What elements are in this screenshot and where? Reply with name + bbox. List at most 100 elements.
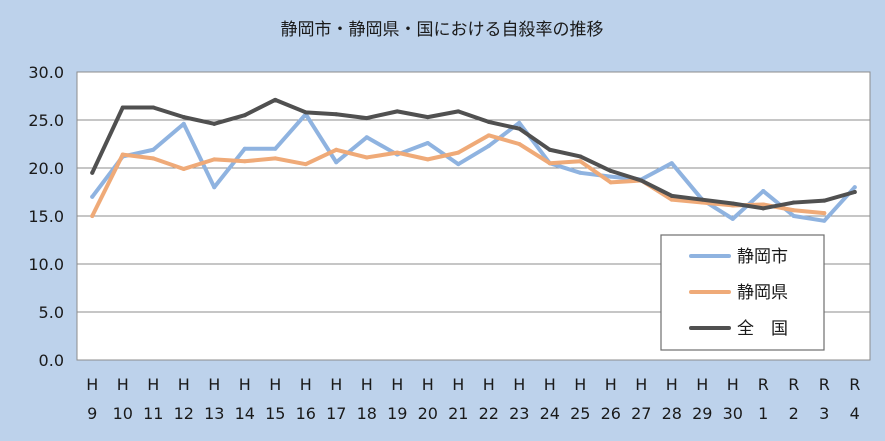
- x-tick-label-era: H: [361, 375, 373, 394]
- data-point: [151, 156, 156, 161]
- data-point: [456, 162, 461, 167]
- x-tick-label-year: 22: [479, 404, 499, 423]
- data-point: [273, 146, 278, 151]
- x-tick-label-era: H: [666, 375, 678, 394]
- data-point: [578, 170, 583, 175]
- x-tick-label-era: H: [635, 375, 647, 394]
- data-point: [364, 116, 369, 121]
- x-tick-label-era: H: [86, 375, 98, 394]
- data-point: [212, 185, 217, 190]
- y-tick-label: 5.0: [39, 303, 64, 322]
- legend-item: 静岡県: [689, 283, 788, 303]
- x-tick-label-era: H: [178, 375, 190, 394]
- x-tick-label-year: 28: [662, 404, 682, 423]
- data-point: [425, 141, 430, 146]
- x-tick-label-year: 30: [723, 404, 743, 423]
- x-tick-label-era: H: [391, 375, 403, 394]
- x-tick-label-year: 18: [357, 404, 377, 423]
- legend-label: 静岡市: [737, 247, 788, 267]
- data-point: [852, 190, 857, 194]
- data-point: [822, 218, 827, 223]
- data-point: [639, 178, 644, 183]
- y-tick-label: 0.0: [39, 351, 64, 370]
- data-point: [334, 160, 339, 165]
- x-tick-label-era: H: [452, 375, 464, 394]
- x-tick-label-year: 10: [113, 404, 133, 423]
- x-tick-label-era: H: [605, 375, 617, 394]
- x-tick-label-year: 19: [387, 404, 407, 423]
- data-point: [242, 146, 247, 151]
- x-tick-label-era: H: [300, 375, 312, 394]
- x-tick-label-era: H: [269, 375, 281, 394]
- data-point: [120, 105, 125, 110]
- data-point: [181, 115, 186, 120]
- data-point: [212, 157, 217, 162]
- data-point: [303, 110, 308, 115]
- x-tick-label-era: H: [330, 375, 342, 394]
- x-tick-label-year: 20: [418, 404, 438, 423]
- x-tick-label-year: 27: [631, 404, 651, 423]
- data-point: [90, 194, 95, 199]
- data-point: [822, 198, 827, 203]
- data-point: [517, 126, 522, 131]
- data-point: [761, 206, 766, 211]
- x-tick-label-era: H: [727, 375, 739, 394]
- data-point: [456, 150, 461, 155]
- data-point: [456, 109, 461, 114]
- data-point: [761, 189, 766, 194]
- x-tick-label-year: 26: [601, 404, 621, 423]
- x-tick-label-era: H: [696, 375, 708, 394]
- y-tick-label: 15.0: [28, 207, 64, 226]
- data-point: [334, 147, 339, 152]
- data-point: [578, 159, 583, 164]
- y-tick-label: 25.0: [28, 111, 64, 130]
- x-tick-label-year: 23: [509, 404, 529, 423]
- data-point: [486, 119, 491, 124]
- x-tick-label-year: 25: [570, 404, 590, 423]
- x-tick-label-era: H: [147, 375, 159, 394]
- legend-label: 静岡県: [737, 283, 788, 303]
- x-tick-label-year: 13: [204, 404, 224, 423]
- data-point: [547, 147, 552, 152]
- data-point: [578, 154, 583, 159]
- data-point: [730, 201, 735, 206]
- data-point: [273, 156, 278, 161]
- x-tick-label-year: 4: [850, 404, 860, 423]
- legend-item: 全 国: [689, 319, 788, 339]
- data-point: [486, 143, 491, 148]
- data-point: [303, 162, 308, 167]
- data-point: [730, 216, 735, 221]
- legend-box: [660, 234, 825, 351]
- data-point: [395, 109, 400, 114]
- data-point: [90, 214, 95, 218]
- y-tick-label: 30.0: [28, 63, 64, 82]
- x-tick-label-year: 11: [143, 404, 163, 423]
- y-tick-label: 20.0: [28, 159, 64, 178]
- data-point: [425, 157, 430, 162]
- data-point: [151, 105, 156, 110]
- series-3: [90, 97, 857, 211]
- data-point: [364, 155, 369, 160]
- x-tick-label-era: R: [819, 375, 830, 394]
- x-tick-label-year: 12: [174, 404, 194, 423]
- data-point: [120, 152, 125, 157]
- x-tick-label-year: 16: [296, 404, 316, 423]
- data-point: [517, 120, 522, 125]
- y-tick-label: 10.0: [28, 255, 64, 274]
- x-tick-label-era: H: [239, 375, 251, 394]
- data-point: [517, 142, 522, 146]
- x-tick-label-era: H: [422, 375, 434, 394]
- data-point: [791, 200, 796, 205]
- x-tick-label-year: 21: [448, 404, 468, 423]
- data-point: [242, 159, 247, 164]
- series-line: [90, 112, 857, 223]
- data-point: [761, 202, 766, 207]
- data-point: [425, 115, 430, 120]
- data-point: [547, 161, 552, 166]
- data-point: [364, 135, 369, 140]
- x-tick-label-year: 17: [326, 404, 346, 423]
- x-tick-label-year: 3: [819, 404, 829, 423]
